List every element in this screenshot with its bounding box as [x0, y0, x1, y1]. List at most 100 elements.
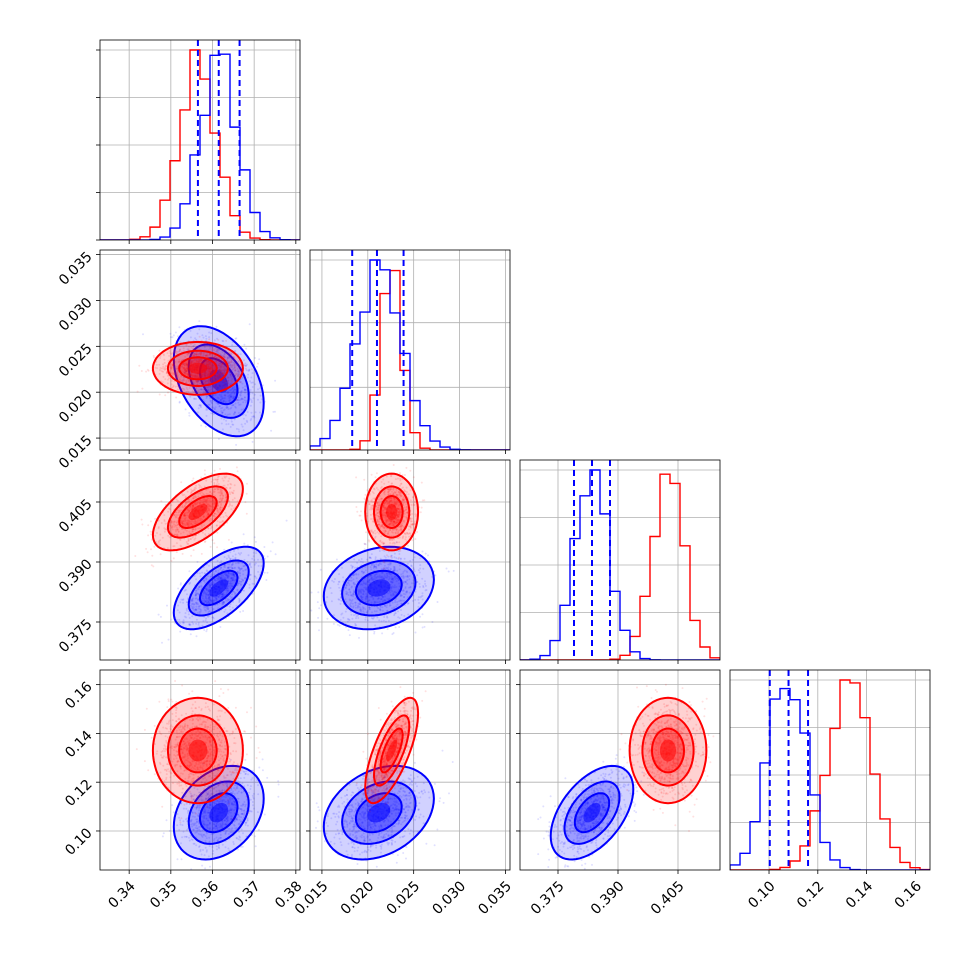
- scatter-point: [245, 389, 248, 391]
- scatter-point: [204, 374, 207, 377]
- scatter-point: [358, 636, 360, 639]
- scatter-point: [213, 469, 216, 472]
- scatter-point: [204, 534, 207, 537]
- scatter-point: [211, 526, 214, 529]
- scatter-point: [187, 519, 190, 522]
- scatter-point: [226, 515, 229, 518]
- scatter-point: [238, 566, 240, 569]
- scatter-point: [239, 610, 242, 613]
- scatter-point: [176, 371, 179, 374]
- scatter-point: [233, 575, 236, 578]
- scatter-point: [231, 579, 234, 582]
- scatter-point: [150, 548, 152, 551]
- scatter-point: [166, 382, 169, 385]
- scatter-point: [172, 384, 175, 387]
- scatter-point: [206, 363, 209, 366]
- scatter-point: [203, 346, 206, 349]
- scatter-point: [243, 542, 246, 545]
- scatter-point: [179, 348, 181, 351]
- scatter-point: [210, 366, 212, 368]
- scatter-point: [173, 362, 176, 365]
- scatter-point: [210, 492, 213, 495]
- scatter-point: [206, 608, 209, 611]
- scatter-point: [195, 360, 198, 363]
- scatter-point: [230, 597, 233, 600]
- scatter-point: [374, 476, 377, 479]
- scatter-point: [251, 440, 254, 443]
- scatter-point: [211, 406, 214, 409]
- scatter-point: [176, 350, 179, 353]
- scatter-point: [183, 504, 186, 507]
- scatter-point: [220, 422, 223, 425]
- scatter-point: [207, 367, 210, 370]
- scatter-point: [166, 352, 169, 355]
- scatter-point: [176, 385, 179, 388]
- scatter-point: [207, 601, 210, 603]
- scatter-point: [145, 370, 148, 373]
- scatter-point: [199, 374, 202, 377]
- scatter-point: [199, 353, 202, 356]
- scatter-point: [184, 355, 187, 358]
- scatter-point: [207, 370, 210, 373]
- scatter-point: [252, 415, 255, 418]
- scatter-point: [191, 598, 194, 601]
- scatter-point: [244, 569, 247, 571]
- scatter-point: [227, 572, 230, 574]
- scatter-point: [221, 411, 224, 414]
- scatter-point: [231, 387, 234, 390]
- scatter-point: [220, 410, 223, 413]
- scatter-point: [210, 575, 212, 578]
- scatter-point: [208, 499, 211, 502]
- scatter-point: [219, 506, 222, 509]
- scatter-point: [183, 372, 186, 374]
- scatter-point: [209, 397, 212, 400]
- scatter-point: [204, 600, 207, 603]
- scatter-point: [221, 355, 224, 358]
- scatter-point: [211, 616, 214, 619]
- scatter-point: [199, 382, 202, 385]
- scatter-point: [208, 362, 211, 365]
- scatter-point: [274, 553, 277, 556]
- scatter-point: [210, 371, 213, 374]
- scatter-point: [175, 551, 178, 554]
- scatter-point: [242, 579, 244, 582]
- scatter-point: [204, 372, 207, 375]
- scatter-point: [192, 495, 195, 498]
- scatter-point: [215, 483, 218, 486]
- scatter-point: [242, 565, 245, 568]
- scatter-point: [188, 532, 191, 535]
- scatter-point: [211, 493, 214, 496]
- scatter-point: [219, 576, 222, 579]
- scatter-point: [183, 367, 186, 370]
- scatter-point: [197, 358, 200, 361]
- scatter-point: [204, 499, 207, 502]
- scatter-point: [199, 608, 202, 611]
- scatter-point: [226, 390, 229, 393]
- scatter-point: [217, 359, 220, 362]
- scatter-point: [230, 577, 233, 580]
- scatter-point: [189, 354, 192, 356]
- scatter-point: [209, 380, 212, 383]
- scatter-point: [243, 396, 246, 399]
- scatter-point: [200, 524, 203, 527]
- scatter-point: [231, 404, 234, 407]
- scatter-point: [184, 408, 187, 411]
- scatter-point: [172, 363, 174, 366]
- scatter-point: [242, 589, 245, 592]
- scatter-point: [185, 379, 188, 382]
- scatter-point: [210, 353, 213, 356]
- scatter-point: [220, 365, 223, 368]
- scatter-point: [215, 325, 218, 328]
- scatter-point: [201, 388, 204, 391]
- scatter-point: [228, 351, 231, 354]
- scatter-point: [223, 383, 226, 386]
- scatter-point: [244, 385, 247, 388]
- scatter-point: [193, 381, 195, 384]
- scatter-point: [163, 514, 166, 517]
- scatter-point: [185, 511, 188, 514]
- scatter-point: [219, 398, 222, 401]
- scatter-point: [216, 374, 219, 377]
- scatter-point: [186, 601, 189, 604]
- scatter-point: [192, 374, 195, 377]
- scatter-point: [160, 370, 163, 373]
